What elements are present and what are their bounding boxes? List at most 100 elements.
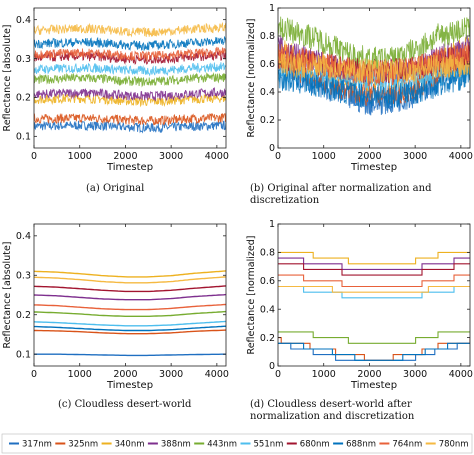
series-line-317nm xyxy=(34,353,226,357)
y-tick-label: 1 xyxy=(269,219,275,230)
series-line-688nm xyxy=(278,342,470,361)
y-tick-label: 0.4 xyxy=(260,304,275,315)
panel-c: 0 1000 2000 3000 4000 0.1 0.2 0.3 0.4 Timestep Ref… xyxy=(2,223,229,391)
y-axis-label: Reflectance [normalized] xyxy=(246,236,257,355)
legend-label-764nm: 764nm xyxy=(392,440,422,450)
series-line-317nm xyxy=(34,120,226,134)
x-tick-label: 4000 xyxy=(205,369,229,380)
series-line-680nm xyxy=(34,285,226,293)
legend-box xyxy=(1,433,473,454)
y-tick-label: 0.1 xyxy=(16,132,31,143)
series-group-b xyxy=(278,16,470,116)
axes-frame-d xyxy=(277,223,471,367)
panel-b: 0 1000 2000 3000 4000 0 0.2 0.4 0.6 0.8 1 Timestep R… xyxy=(246,3,473,173)
x-tick-label: 4000 xyxy=(449,151,473,162)
series-line-688nm xyxy=(34,36,226,52)
series-line-780nm xyxy=(34,21,226,38)
series-line-764nm xyxy=(34,303,226,311)
series-line-680nm xyxy=(278,263,470,276)
series-group-c xyxy=(34,270,226,357)
legend-label-443nm: 443nm xyxy=(207,440,237,450)
legend-label-680nm: 680nm xyxy=(300,440,330,450)
caption-b: (b) Original after normalization and dis… xyxy=(250,183,432,206)
series-line-551nm xyxy=(34,320,226,327)
y-tick-label: 0.2 xyxy=(260,333,275,344)
x-tick-label: 2000 xyxy=(113,369,137,380)
y-tick-label: 0.4 xyxy=(260,87,275,98)
x-tick-label: 3000 xyxy=(159,369,183,380)
legend-label-325nm: 325nm xyxy=(68,440,98,450)
caption-c: (c) Cloudless desert-world xyxy=(58,399,192,410)
y-tick-label: 1 xyxy=(269,3,275,14)
panel-d: 0 1000 2000 3000 4000 0 0.2 0.4 0.6 0.8 1 Timestep R… xyxy=(246,219,473,391)
x-tick-label: 0 xyxy=(31,151,37,162)
y-tick-label: 0.3 xyxy=(16,54,31,65)
series-group-a xyxy=(34,21,226,134)
x-tick-label: 1000 xyxy=(312,151,336,162)
y-tick-label: 0 xyxy=(269,361,275,372)
legend-label-551nm: 551nm xyxy=(254,440,284,450)
y-tick-label: 0.1 xyxy=(16,349,31,360)
series-line-325nm xyxy=(34,112,226,127)
y-tick-label: 0.8 xyxy=(260,31,275,42)
series-line-325nm xyxy=(34,329,226,335)
caption-d: (d) Cloudless desert-world after normali… xyxy=(250,399,415,422)
y-tick-label: 0.2 xyxy=(260,115,275,126)
y-tick-label: 0.4 xyxy=(16,15,31,26)
y-axis-label: Reflectance [absolute] xyxy=(2,242,13,349)
y-tick-label: 0.4 xyxy=(16,231,31,242)
y-tick-label: 0 xyxy=(269,143,275,154)
series-line-780nm xyxy=(278,285,470,293)
x-tick-label: 0 xyxy=(31,369,37,380)
x-tick-label: 2000 xyxy=(357,151,381,162)
y-tick-label: 0.8 xyxy=(260,248,275,259)
series-line-688nm xyxy=(34,325,226,332)
x-tick-label: 1000 xyxy=(312,369,336,380)
series-line-551nm xyxy=(34,62,226,77)
legend-label-780nm: 780nm xyxy=(439,440,469,450)
x-tick-label: 1000 xyxy=(68,369,92,380)
x-axis-label: Timestep xyxy=(350,380,397,391)
series-line-340nm xyxy=(34,93,226,108)
series-line-764nm xyxy=(34,46,226,62)
series-line-780nm xyxy=(278,52,470,84)
series-line-443nm xyxy=(34,310,226,317)
x-axis-label: Timestep xyxy=(350,162,397,173)
series-line-340nm xyxy=(278,251,470,265)
series-line-317nm xyxy=(278,342,470,361)
y-axis-label: Reflectance [absolute] xyxy=(2,25,13,132)
y-tick-label: 0.6 xyxy=(260,276,275,287)
x-tick-label: 3000 xyxy=(403,369,427,380)
series-line-688nm xyxy=(278,64,470,109)
x-axis-label: Timestep xyxy=(106,380,153,391)
x-tick-label: 2000 xyxy=(113,151,137,162)
series-line-388nm xyxy=(278,257,470,270)
series-line-551nm xyxy=(278,285,470,299)
legend-label-340nm: 340nm xyxy=(115,440,145,450)
caption-a: (a) Original xyxy=(86,183,145,194)
series-line-443nm xyxy=(278,16,470,72)
x-tick-label: 0 xyxy=(275,369,281,380)
legend-label-388nm: 388nm xyxy=(161,440,191,450)
axes-frame-b xyxy=(277,7,471,149)
series-line-443nm xyxy=(278,331,470,344)
x-tick-label: 3000 xyxy=(159,151,183,162)
y-tick-label: 0.6 xyxy=(260,59,275,70)
y-tick-label: 0.3 xyxy=(16,270,31,281)
legend: 317nm 325nm 340nm 388nm 443nm 551nm 680nm 688nm… xyxy=(1,433,473,454)
series-line-764nm xyxy=(278,274,470,288)
series-line-764nm xyxy=(278,42,470,87)
x-tick-label: 3000 xyxy=(403,151,427,162)
axes-frame-c xyxy=(33,223,227,367)
x-tick-label: 2000 xyxy=(357,369,381,380)
series-line-388nm xyxy=(34,86,226,102)
x-axis-label: Timestep xyxy=(106,162,153,173)
y-tick-label: 0.2 xyxy=(16,310,31,321)
x-tick-label: 0 xyxy=(275,151,281,162)
series-line-340nm xyxy=(34,270,226,278)
x-tick-label: 4000 xyxy=(449,369,473,380)
series-line-443nm xyxy=(34,72,226,88)
legend-label-317nm: 317nm xyxy=(22,440,52,450)
series-line-388nm xyxy=(34,293,226,301)
